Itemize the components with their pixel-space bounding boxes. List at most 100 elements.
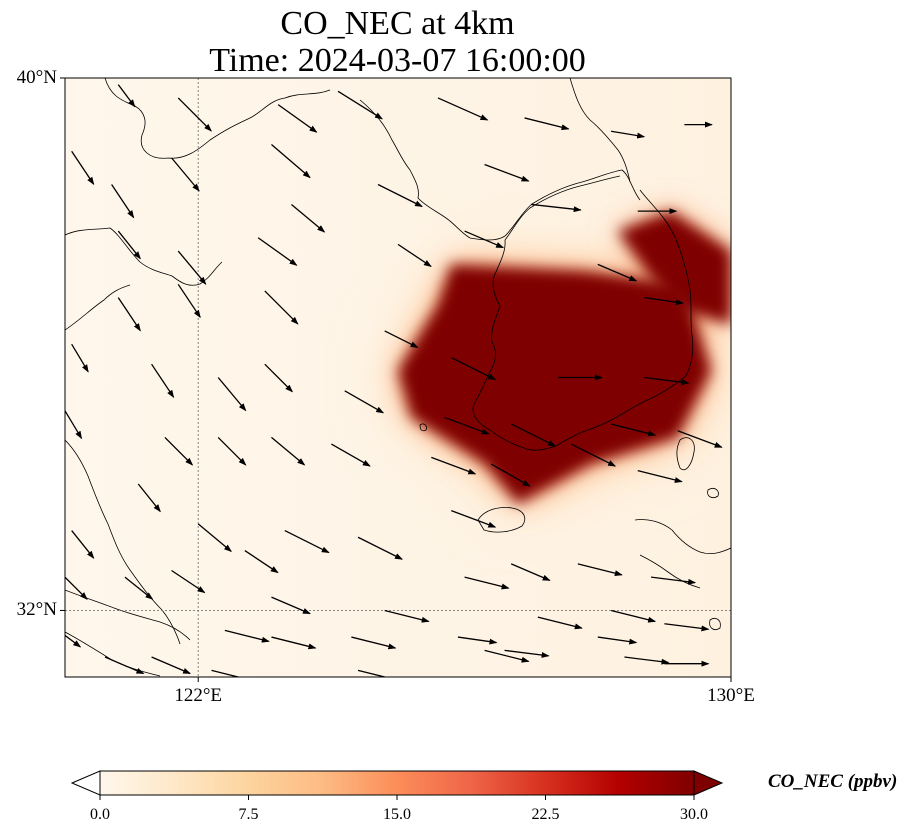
wind-arrow — [271, 636, 317, 650]
lat-tick-label: 32°N — [16, 599, 57, 621]
wind-arrow — [224, 629, 270, 643]
wind-arrow — [451, 510, 497, 528]
wind-arrow — [431, 456, 477, 475]
wind-arrow — [377, 183, 423, 208]
wind-arrow — [257, 237, 298, 266]
wind-arrow — [65, 576, 88, 600]
coastline-shandong — [65, 284, 131, 331]
coastline-korea-east — [639, 189, 694, 399]
gridlines — [65, 78, 731, 677]
wind-arrow — [570, 443, 617, 467]
lon-tick-label: 122°E — [174, 685, 223, 706]
colorbar-tick-label: 7.5 — [238, 806, 259, 823]
wind-arrow — [484, 649, 530, 663]
wind-arrow — [291, 203, 326, 233]
wind-arrow — [331, 443, 371, 467]
lon-tick-label: 130°E — [707, 685, 755, 706]
wind-arrow — [524, 117, 570, 131]
colorbar-body — [99, 770, 695, 796]
wind-arrow — [71, 343, 89, 373]
wind-arrow — [464, 230, 505, 249]
wind-arrow — [484, 163, 530, 182]
colorbar-tick-label: 15.0 — [383, 806, 411, 823]
wind-arrow — [437, 97, 489, 121]
western-island-2 — [709, 618, 721, 630]
wind-arrow — [164, 436, 194, 466]
coastline-korea-northeast — [569, 78, 631, 183]
wind-arrow — [177, 97, 212, 132]
wind-arrow — [264, 363, 294, 393]
yangtze-estuary — [65, 589, 191, 641]
wind-arrow — [464, 576, 510, 590]
wind-arrow — [271, 436, 306, 466]
wind-arrow — [450, 356, 497, 381]
wind-arrow — [111, 184, 135, 219]
plume-core — [398, 264, 712, 504]
honshu-tip — [707, 488, 719, 498]
wind-arrow — [504, 649, 550, 658]
wind-arrow — [171, 569, 206, 594]
wind-arrow — [644, 376, 690, 386]
wind-arrow — [217, 377, 247, 412]
lat-tick-label: 40°N — [16, 67, 57, 88]
wind-arrow — [610, 609, 657, 623]
wind-arrow — [644, 296, 684, 306]
wind-arrow — [337, 90, 383, 120]
axis-ticks — [60, 77, 732, 682]
wind-arrow — [397, 243, 432, 267]
wind-arrow — [177, 283, 201, 319]
wind-arrow — [344, 390, 385, 414]
coastline-korea-double — [504, 175, 621, 241]
wind-arrow — [124, 576, 154, 600]
plume-ne-core — [617, 211, 731, 325]
jeju-island — [477, 507, 526, 533]
wind-arrow — [71, 530, 95, 559]
co-plume-field — [398, 211, 731, 504]
wind-arrow — [624, 656, 670, 665]
colorbar-label: CO_NEC (ppbv) — [768, 771, 898, 792]
wind-arrow — [664, 623, 710, 632]
wind-arrow — [65, 410, 83, 440]
wind-arrow — [537, 616, 583, 630]
wind-arrow — [264, 290, 299, 325]
wind-arrow — [677, 430, 723, 448]
wind-arrow — [151, 363, 175, 399]
wind-arrow — [384, 609, 430, 623]
wind-arrow — [357, 669, 404, 677]
wind-arrow — [117, 84, 136, 108]
colorbar-tick-label: 0.0 — [90, 806, 110, 823]
coastline-korea-west — [472, 239, 506, 431]
wind-arrow — [444, 416, 490, 435]
wind-arrow — [597, 636, 638, 645]
wind-vectors — [65, 84, 723, 677]
kyushu-coast — [634, 519, 731, 555]
wind-arrow — [637, 470, 683, 483]
wind-arrow — [151, 656, 191, 675]
wind-arrow — [65, 634, 82, 648]
colorbar-tick-label: 22.5 — [531, 806, 560, 823]
wind-arrow — [117, 297, 141, 332]
wind-arrow — [271, 596, 311, 615]
wind-arrow — [597, 263, 638, 282]
wind-arrow — [610, 423, 657, 437]
wind-arrow — [510, 423, 557, 447]
wind-arrow — [650, 576, 697, 585]
map-frame — [64, 77, 732, 678]
wind-arrow — [357, 536, 403, 560]
coastline-liaodong-peninsula — [104, 78, 331, 159]
colorbar-extend-min — [70, 770, 101, 796]
wind-arrow — [611, 130, 646, 139]
wind-arrow — [284, 529, 330, 554]
wind-arrow — [577, 563, 623, 577]
wind-arrow — [384, 330, 419, 348]
wind-arrow — [177, 250, 207, 285]
coastline-korea-south — [489, 397, 653, 451]
wind-arrow — [197, 523, 232, 553]
wind-arrow — [104, 656, 145, 675]
wind-arrow — [490, 463, 531, 487]
wind-arrow — [277, 104, 318, 133]
wind-arrow — [137, 483, 161, 513]
wind-arrow — [457, 636, 498, 645]
